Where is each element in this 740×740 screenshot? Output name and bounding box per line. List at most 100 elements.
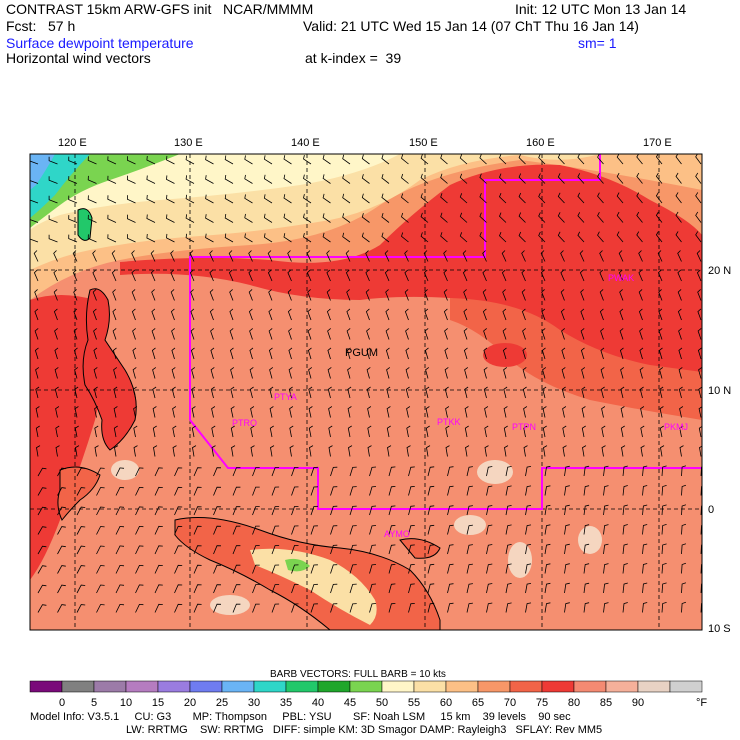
wind-barb <box>695 172 702 184</box>
wind-barb <box>250 445 255 457</box>
wind-barb <box>174 525 183 535</box>
wind-barb <box>107 214 117 223</box>
wind-barb <box>213 525 222 535</box>
wind-barb <box>330 486 338 496</box>
valid-time: Valid: 21 UTC Wed 15 Jan 14 (07 ChT Thu … <box>303 18 639 34</box>
wind-barb <box>153 445 158 457</box>
wind-barb <box>427 563 435 574</box>
wind-barb <box>697 347 702 360</box>
wind-barb <box>484 445 489 457</box>
wind-barb <box>601 425 606 438</box>
wind-barb <box>37 545 47 555</box>
wind-barb <box>401 232 409 243</box>
wind-barb <box>426 445 431 457</box>
wind-barb <box>126 195 136 204</box>
wind-barb <box>87 156 97 165</box>
wind-barb <box>564 465 570 477</box>
wind-barb <box>154 506 163 516</box>
wind-barb <box>308 406 313 418</box>
wind-barb <box>229 328 234 340</box>
wind-barb <box>447 563 454 574</box>
wind-barb <box>330 564 338 574</box>
wind-barb <box>479 232 487 243</box>
wind-barb <box>679 425 684 438</box>
wind-barb <box>107 156 117 165</box>
map-panel <box>30 154 702 630</box>
wind-barb <box>96 487 105 496</box>
wind-barb <box>73 289 78 301</box>
wind-barb <box>73 308 78 321</box>
wind-barb <box>622 524 628 535</box>
colorbar-tick-label: 90 <box>632 697 644 709</box>
wind-barb <box>577 154 585 165</box>
wind-barb <box>655 192 663 204</box>
wind-barb <box>675 172 682 184</box>
wind-barb <box>174 584 183 594</box>
wind-barb <box>655 172 663 184</box>
wind-barb <box>349 603 357 613</box>
wind-barb <box>210 347 215 360</box>
wind-barb <box>440 212 448 223</box>
wind-barb <box>580 289 585 301</box>
wind-barb <box>268 289 273 301</box>
wind-barb <box>112 308 117 321</box>
wind-barb <box>271 486 280 496</box>
colorbar-tick-label: 50 <box>376 697 388 709</box>
wind-barb <box>307 328 312 340</box>
wind-barb <box>193 506 202 516</box>
wind-barb <box>154 545 163 555</box>
wind-barb <box>210 328 214 340</box>
wind-barb <box>132 347 137 360</box>
wind-barb <box>678 386 683 399</box>
wind-barb <box>310 564 318 574</box>
wind-barb <box>115 603 125 613</box>
wind-barb <box>185 155 195 165</box>
wind-barb <box>115 486 125 496</box>
wind-barb <box>696 250 702 262</box>
wind-barb <box>189 250 195 262</box>
dry-patch-4 <box>508 542 532 578</box>
wind-barb <box>486 524 493 535</box>
wind-barb <box>232 525 241 535</box>
wind-barb <box>115 584 125 594</box>
wind-barb <box>174 506 183 516</box>
wind-barb <box>55 406 60 418</box>
wind-barb <box>661 563 667 574</box>
wind-barb <box>213 506 222 516</box>
wind-barb <box>499 192 507 204</box>
wind-barb <box>306 269 312 282</box>
wind-barb <box>518 212 526 223</box>
wind-barb <box>525 505 532 516</box>
colorbar-tick-label: 60 <box>440 697 452 709</box>
wind-barb <box>521 289 526 301</box>
wind-barb <box>303 194 312 204</box>
wind-barb <box>322 193 331 204</box>
wind-barb <box>307 308 312 321</box>
colorbar <box>29 680 703 693</box>
wind-barb <box>597 231 604 243</box>
wind-barb <box>459 232 468 243</box>
wind-barb <box>36 445 41 457</box>
forecast-hour: Fcst: 57 h <box>6 18 76 34</box>
wind-barb <box>76 565 86 574</box>
wind-barb <box>68 234 78 243</box>
wind-barb <box>174 545 183 555</box>
wind-barb <box>146 233 156 243</box>
wind-barb <box>172 406 177 418</box>
wind-barb <box>444 347 449 360</box>
wind-barb <box>231 445 236 457</box>
wind-barb <box>464 425 469 438</box>
wind-barb <box>68 176 78 184</box>
wind-barb <box>57 506 66 516</box>
wind-barb <box>583 504 590 516</box>
wind-barb <box>386 406 391 418</box>
wind-barb <box>306 250 312 262</box>
wind-barb <box>577 192 585 204</box>
wind-barb <box>289 445 294 457</box>
wind-barb <box>291 584 299 594</box>
wind-barb <box>499 212 507 223</box>
wind-barb <box>369 486 377 496</box>
colorbar-swatch <box>317 680 351 693</box>
wind-barb <box>525 524 532 535</box>
wind-barb <box>557 154 565 165</box>
